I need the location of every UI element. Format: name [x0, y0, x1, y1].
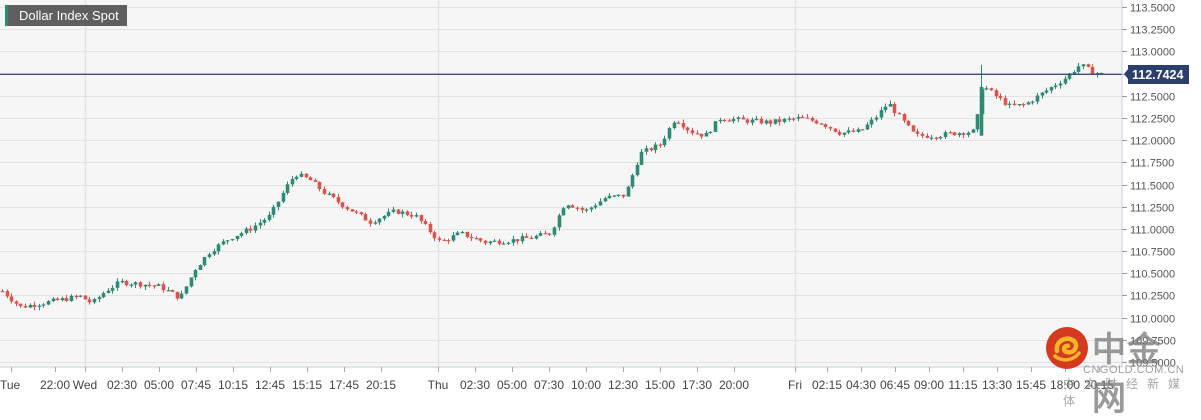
y-tick-label: 111.7500: [1130, 158, 1174, 170]
y-axis: 113.5000113.2500113.0000112.7500112.5000…: [1122, 3, 1176, 370]
y-tick-label: 110.0000: [1130, 314, 1175, 326]
x-tick-label: Tue: [0, 378, 21, 392]
x-tick-label: 12:45: [255, 378, 285, 392]
x-tick-label: 10:00: [571, 378, 601, 392]
last-price-label: 112.7424: [1124, 65, 1189, 84]
x-tick-label: 10:15: [218, 378, 248, 392]
x-tick-label: 17:45: [329, 378, 359, 392]
x-tick-label: 20:00: [719, 378, 749, 392]
y-tick-label: 113.2500: [1130, 25, 1175, 37]
y-tick-label: 112.5000: [1130, 92, 1175, 104]
svg-text:112.7424: 112.7424: [1132, 68, 1183, 82]
gridlines: [0, 0, 1122, 367]
x-tick-label: Fri: [788, 378, 802, 392]
y-tick-label: 109.5000: [1130, 358, 1176, 370]
x-tick-label: 20:15: [366, 378, 396, 392]
x-tick-label: 15:00: [645, 378, 675, 392]
chart-title: Dollar Index Spot: [5, 5, 127, 26]
x-tick-label: 06:45: [880, 378, 910, 392]
x-tick-label: 12:30: [608, 378, 638, 392]
y-tick-label: 111.0000: [1130, 225, 1174, 237]
x-axis: Tue 22:00 Wed 02:30 05:00 07:45 10:15 12:45 15:1…: [0, 367, 1114, 392]
x-tick-label: 02:30: [107, 378, 137, 392]
x-tick-label: 02:30: [460, 378, 490, 392]
x-tick-label: 04:30: [846, 378, 876, 392]
y-tick-label: 113.0000: [1130, 47, 1175, 59]
x-tick-label: Wed: [73, 378, 97, 392]
y-tick-label: 109.7500: [1130, 336, 1176, 348]
x-tick-label: 05:00: [144, 378, 174, 392]
y-tick-label: 110.5000: [1130, 269, 1175, 281]
x-tick-label: 18:00: [1050, 378, 1080, 392]
y-tick-label: 110.7500: [1130, 247, 1175, 259]
y-tick-label: 112.2500: [1130, 114, 1175, 126]
y-tick-label: 111.5000: [1130, 181, 1174, 193]
y-tick-label: 111.2500: [1130, 203, 1174, 215]
candles: [0, 62, 1104, 311]
x-tick-label: 13:30: [982, 378, 1012, 392]
x-tick-label: 17:30: [682, 378, 712, 392]
y-tick-label: 110.2500: [1130, 291, 1175, 303]
x-tick-label: 22:00: [40, 378, 70, 392]
plot-background: [0, 0, 1122, 367]
candlestick-chart: 113.5000113.2500113.0000112.7500112.5000…: [0, 0, 1189, 392]
x-tick-label: 11:15: [948, 378, 977, 392]
y-tick-label: 113.5000: [1130, 3, 1175, 15]
x-tick-label: 20:15: [1084, 378, 1114, 392]
x-tick-label: 15:45: [1016, 378, 1046, 392]
x-tick-label: 05:00: [497, 378, 527, 392]
x-tick-label: 02:15: [812, 378, 842, 392]
x-tick-label: 07:45: [181, 378, 211, 392]
x-tick-label: 09:00: [914, 378, 944, 392]
x-tick-label: Thu: [428, 378, 449, 392]
x-tick-label: 15:15: [292, 378, 322, 392]
x-tick-label: 07:30: [534, 378, 564, 392]
y-tick-label: 112.0000: [1130, 136, 1175, 148]
